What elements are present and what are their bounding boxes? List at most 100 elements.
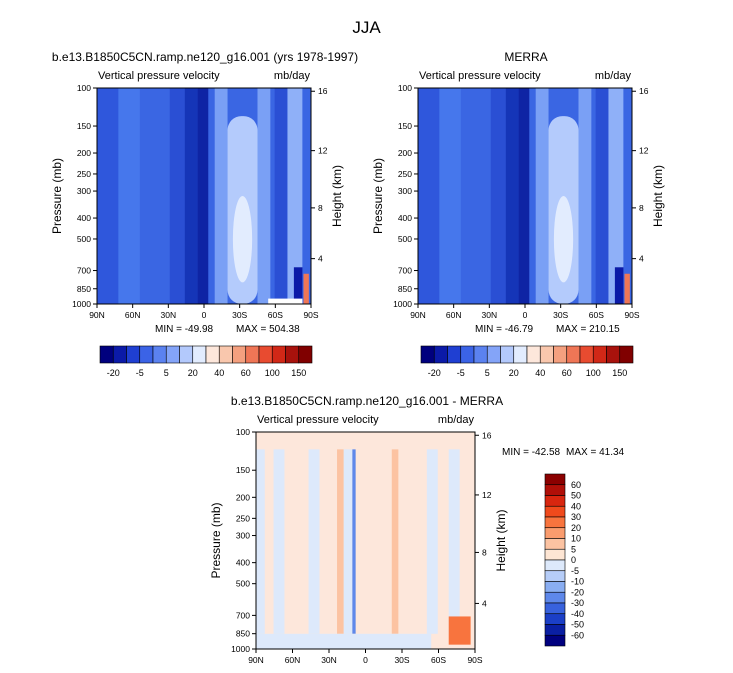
diff-field-band bbox=[352, 449, 356, 634]
model-min-label: MIN = -49.98 bbox=[155, 324, 214, 335]
diff-x-tick-label: 60N bbox=[285, 655, 301, 665]
model-field-core bbox=[232, 196, 253, 283]
diff-x-tick-label: 90S bbox=[467, 655, 482, 665]
diff-field-surface-high bbox=[448, 616, 471, 645]
merra-y2-tick-label: 8 bbox=[639, 203, 644, 213]
merra-title: MERRA bbox=[504, 50, 547, 64]
diff-y2-tick-label: 4 bbox=[482, 598, 487, 608]
merra-field-band bbox=[465, 88, 487, 304]
merra-x-tick-label: 90S bbox=[624, 310, 639, 320]
merra-field-band bbox=[505, 88, 519, 304]
page-title: JJA bbox=[352, 18, 381, 37]
model-y2-tick-label: 4 bbox=[318, 254, 323, 264]
diff-colorbar-label: 40 bbox=[571, 501, 581, 511]
merra-field-band bbox=[623, 88, 632, 304]
diff-colorbar-label: -40 bbox=[571, 609, 584, 619]
diff-field-band bbox=[337, 449, 344, 634]
merra-y-tick-label: 400 bbox=[398, 213, 412, 223]
merra-colorbar-cell bbox=[579, 345, 594, 364]
diff-y-tick-label: 200 bbox=[236, 492, 250, 502]
merra-field-surface-low bbox=[614, 267, 624, 304]
diff-colorbar-label: 10 bbox=[571, 534, 581, 544]
diff-colorbar-cell bbox=[544, 570, 566, 582]
diff-plot-area bbox=[252, 431, 479, 653]
diff-x-tick-label: 30S bbox=[394, 655, 409, 665]
merra-field-band bbox=[595, 88, 609, 304]
diff-colorbar-label: -30 bbox=[571, 598, 584, 608]
diff-colorbar-cell bbox=[544, 634, 566, 647]
merra-field-band bbox=[518, 88, 530, 304]
model-x-tick-label: 90S bbox=[303, 310, 318, 320]
merra-y2-tick-label: 12 bbox=[639, 146, 649, 156]
merra-colorbar-cell bbox=[566, 345, 581, 364]
merra-field-band bbox=[490, 88, 506, 304]
diff-colorbar-label: -50 bbox=[571, 620, 584, 630]
merra-colorbar-label: 5 bbox=[485, 368, 490, 378]
merra-field-band bbox=[439, 88, 461, 304]
model-y-tick-label: 850 bbox=[77, 284, 91, 294]
diff-field-band bbox=[256, 449, 265, 634]
diff-colorbar-label: 60 bbox=[571, 480, 581, 490]
merra-field-band bbox=[418, 88, 440, 304]
model-y-tick-label: 500 bbox=[77, 234, 91, 244]
model-field-band bbox=[287, 88, 303, 304]
merra-colorbar-cell bbox=[539, 345, 554, 364]
merra-colorbar-cell bbox=[447, 345, 462, 364]
merra-y2-tick-label: 4 bbox=[639, 254, 644, 264]
diff-colorbar-label: 0 bbox=[571, 555, 576, 565]
diff-x-tick-label: 30N bbox=[321, 655, 337, 665]
diff-colorbar-cell bbox=[544, 559, 566, 572]
merra-colorbar-cell bbox=[420, 345, 435, 364]
diff-y2-tick-label: 16 bbox=[482, 430, 492, 440]
merra-y-tick-label: 850 bbox=[398, 284, 412, 294]
diff-colorbar-cell bbox=[544, 505, 566, 518]
model-colorbar-cell bbox=[192, 345, 207, 364]
model-colorbar-label: 20 bbox=[188, 368, 198, 378]
merra-y-tick-label: 700 bbox=[398, 266, 412, 276]
merra-y-tick-label: 250 bbox=[398, 169, 412, 179]
merra-y-tick-label: 1000 bbox=[393, 299, 412, 309]
merra-colorbar-cell bbox=[473, 345, 488, 364]
merra-colorbar-cell bbox=[553, 345, 568, 364]
merra-colorbar-cell bbox=[513, 345, 528, 364]
model-field-band bbox=[302, 88, 311, 304]
merra-field-surface-high bbox=[624, 273, 630, 304]
model-field-band bbox=[214, 88, 228, 304]
model-colorbar-label: 5 bbox=[164, 368, 169, 378]
diff-x-tick-label: 60S bbox=[431, 655, 446, 665]
model-field-band bbox=[144, 88, 166, 304]
model-field-band bbox=[184, 88, 198, 304]
merra-colorbar-label: 100 bbox=[586, 368, 601, 378]
model-colorbar-label: 60 bbox=[241, 368, 251, 378]
diff-colorbar-label: 30 bbox=[571, 512, 581, 522]
model-colorbar-label: -5 bbox=[136, 368, 144, 378]
diff-y-tick-label: 100 bbox=[236, 427, 250, 437]
diff-y-tick-label: 850 bbox=[236, 629, 250, 639]
merra-field-core bbox=[553, 196, 574, 283]
model-y-tick-label: 250 bbox=[77, 169, 91, 179]
model-x-tick-label: 0 bbox=[202, 310, 207, 320]
model-y-tick-label: 200 bbox=[77, 148, 91, 158]
model-field-band bbox=[197, 88, 209, 304]
model-colorbar-cell bbox=[179, 345, 194, 364]
diff-colorbar-cell bbox=[544, 473, 566, 486]
merra-y-tick-label: 300 bbox=[398, 186, 412, 196]
model-colorbar-label: 100 bbox=[265, 368, 280, 378]
diff-colorbar-cell bbox=[544, 548, 566, 561]
merra-colorbar-cell bbox=[526, 345, 541, 364]
diff-field-band bbox=[343, 449, 353, 634]
merra-colorbar-cell bbox=[433, 345, 448, 364]
diff-y-tick-label: 300 bbox=[236, 531, 250, 541]
model-colorbar-cell bbox=[271, 345, 286, 364]
merra-x-tick-label: 30S bbox=[553, 310, 568, 320]
diff-y-axis-title: Pressure (mb) bbox=[209, 502, 223, 578]
diff-colorbar-cell bbox=[544, 581, 566, 593]
diff-field-surface bbox=[256, 633, 432, 649]
model-colorbar-cell bbox=[152, 345, 167, 364]
diff-colorbar-label: -60 bbox=[571, 630, 584, 640]
merra-colorbar-cell bbox=[460, 345, 475, 364]
model-field-missing bbox=[268, 298, 303, 304]
model-plot-area bbox=[93, 87, 315, 308]
diff-field-background bbox=[256, 432, 475, 649]
model-x-tick-label: 60N bbox=[125, 310, 141, 320]
